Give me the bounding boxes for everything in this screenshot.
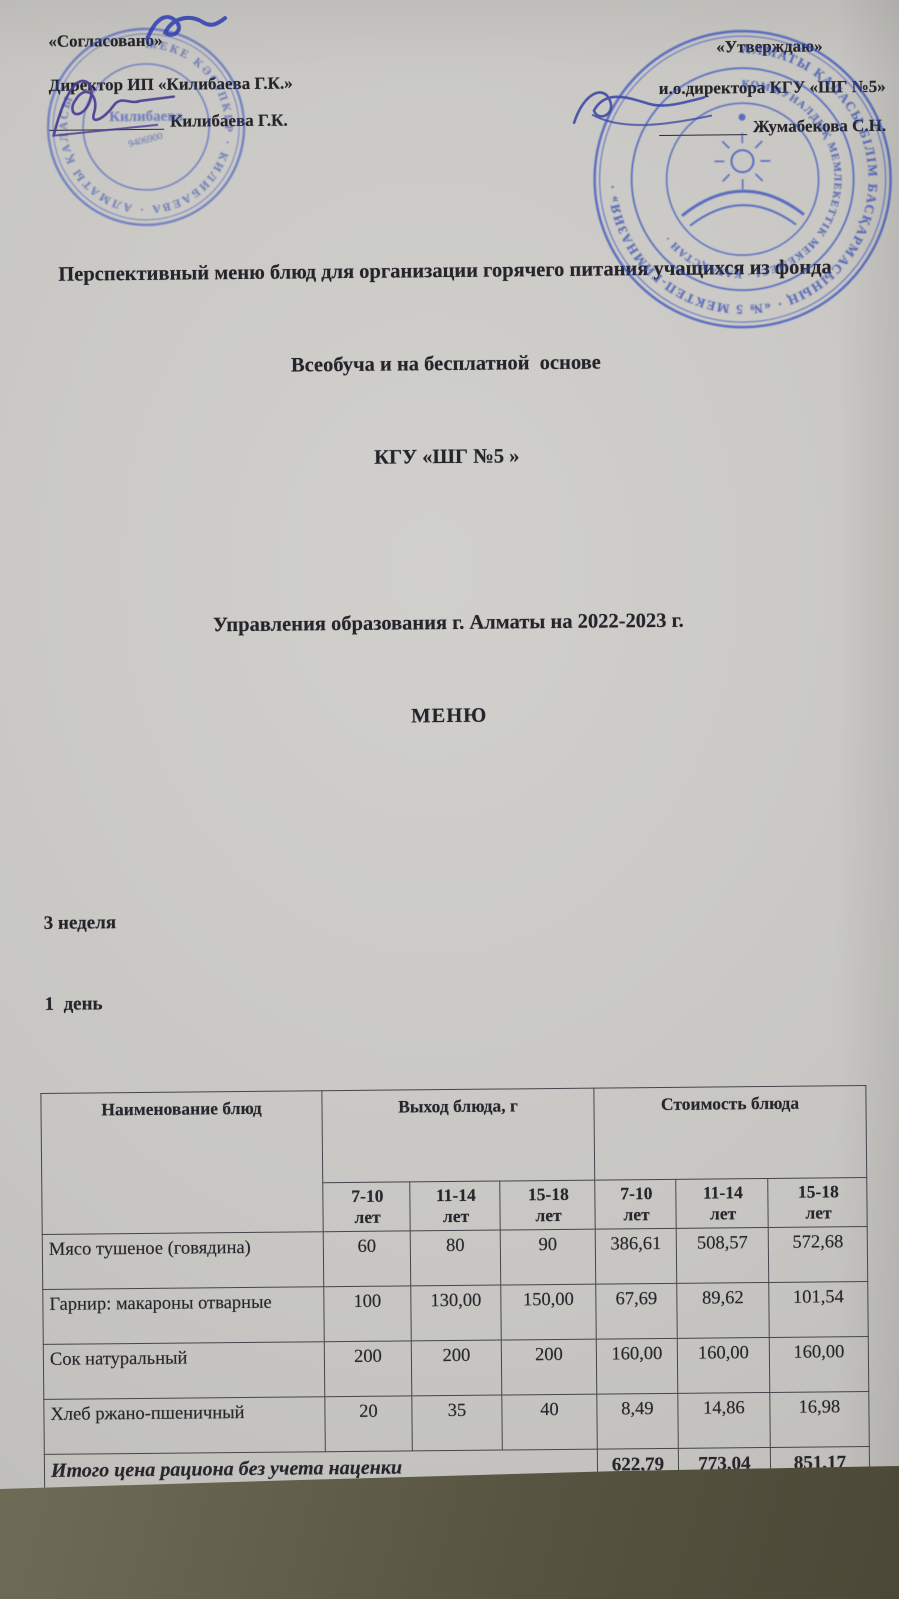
output-value: 130,00 [410, 1285, 502, 1341]
left-stamp-number: 9406900 [127, 131, 164, 150]
table-row: Хлеб ржано-пшеничный 20 35 40 8,49 14,86… [43, 1391, 870, 1455]
output-value: 200 [411, 1340, 502, 1396]
nurse-signature-icon [201, 1567, 502, 1599]
cost-value: 386,61 [595, 1228, 677, 1285]
age-header-output-15-18: 15-18 лет [499, 1180, 596, 1231]
total-label: Итого цена рациона без учета наценки [44, 1449, 598, 1489]
title-gap [0, 531, 897, 551]
agreed-label: «Согласовано» [48, 30, 163, 51]
approval-right-block: «Утверждаю» и.о.директора КГУ «ШГ №5» Жу… [593, 36, 887, 139]
output-value: 90 [500, 1229, 596, 1286]
left-signer-line: Килибаева Г.К. [48, 110, 293, 132]
output-value: 80 [410, 1230, 501, 1286]
table-row: Сок натуральный 200 200 200 160,00 160,0… [43, 1336, 869, 1400]
approval-header: «Согласовано» Директор ИП «Килибаева Г.К… [0, 0, 894, 329]
output-value: 150,00 [500, 1284, 597, 1341]
dish-name: Гарнир: макароны отварные [42, 1286, 325, 1345]
total-value: 697,52 [598, 1500, 679, 1553]
age-header-cost-7-10: 7-10 лет [594, 1179, 677, 1230]
output-value: 100 [323, 1285, 412, 1342]
table-row: Гарнир: макароны отварные 100 130,00 150… [42, 1281, 869, 1345]
cost-value: 572,68 [768, 1226, 868, 1283]
period-block: 3 неделя 1 день [43, 848, 899, 1072]
menu-table: Наименование блюд Выход блюда, г Стоимос… [40, 1085, 870, 1559]
right-signer-line: Жумабекова С.Н. [594, 116, 886, 139]
cost-value: 67,69 [595, 1283, 678, 1340]
output-value: 200 [324, 1340, 412, 1397]
dish-name: Сок натуральный [43, 1341, 325, 1400]
left-signature-line [48, 111, 165, 131]
right-signature-line [658, 117, 748, 136]
menu-heading: МЕНЮ [411, 704, 488, 728]
age-header-cost-15-18: 15-18 лет [767, 1177, 868, 1228]
total-row: Итого цена рациона без учета наценки 622… [44, 1446, 870, 1489]
day-label: 1 день [44, 993, 103, 1015]
document-content: «Согласовано» Директор ИП «Килибаева Г.К… [0, 0, 899, 1489]
output-value: 40 [501, 1394, 598, 1451]
total-value: 953,31 [771, 1499, 871, 1552]
cost-value: 89,62 [676, 1282, 770, 1339]
total-value: 622,79 [597, 1448, 679, 1489]
total-value: 773,04 [678, 1447, 771, 1489]
title-line-3: КГУ «ШГ №5 » [374, 445, 520, 469]
cost-value: 160,00 [677, 1337, 770, 1394]
total-value: 851,17 [770, 1446, 870, 1489]
cost-value: 101,54 [768, 1281, 869, 1338]
col-header-output: Выход блюда, г [321, 1088, 595, 1183]
cost-value: 16,98 [769, 1391, 870, 1448]
approval-left-block: «Согласовано» Директор ИП «Килибаева Г.К… [48, 29, 293, 132]
cost-value: 160,00 [769, 1336, 869, 1393]
total-value: 865,80 [679, 1499, 771, 1552]
approved-label: «Утверждаю» [716, 36, 823, 57]
col-header-cost: Стоимость блюда [593, 1085, 867, 1181]
week-label: 3 неделя [43, 912, 117, 934]
left-signer-name: Килибаева Г.К. [169, 110, 288, 131]
age-header-cost-11-14: 11-14 лет [675, 1178, 769, 1229]
cost-value: 8,49 [596, 1393, 679, 1450]
document-paper: «Согласовано» Директор ИП «Килибаева Г.К… [0, 0, 899, 1489]
right-signer-name: Жумабекова С.Н. [752, 115, 887, 137]
title-block: Перспективный меню блюд для организации … [0, 190, 899, 799]
dish-name: Хлеб ржано-пшеничный [43, 1396, 326, 1455]
cost-value: 160,00 [596, 1338, 678, 1395]
output-value: 35 [411, 1395, 503, 1451]
right-role-label: и.о.директора КГУ «ШГ №5» [658, 76, 886, 98]
output-value: 200 [501, 1339, 597, 1396]
cost-value: 508,57 [676, 1227, 769, 1284]
table-row: Мясо тушеное (говядина) 60 80 90 386,61 … [42, 1226, 868, 1290]
col-header-dish: Наименование блюд [40, 1090, 324, 1235]
total-label: Цена с учетом 20% торговой наценки [45, 1501, 598, 1558]
cost-value: 14,86 [677, 1392, 771, 1449]
title-line-2: Всеобуча и на бесплатной основе [290, 351, 601, 377]
total-row: Цена с учетом 20% торговой наценки 697,5… [45, 1499, 870, 1559]
title-line-4: Управления образования г. Алматы на 2022… [212, 609, 684, 637]
title-line-1: Перспективный меню блюд для организации … [58, 256, 832, 286]
age-header-output-11-14: 11-14 лет [409, 1181, 501, 1231]
age-header-output-7-10: 7-10 лет [322, 1181, 411, 1232]
output-value: 20 [324, 1395, 413, 1452]
output-value: 60 [323, 1230, 411, 1287]
left-role-label: Директор ИП «Килибаева Г.К.» [48, 73, 293, 95]
dish-name: Мясо тушеное (говядина) [42, 1231, 324, 1290]
